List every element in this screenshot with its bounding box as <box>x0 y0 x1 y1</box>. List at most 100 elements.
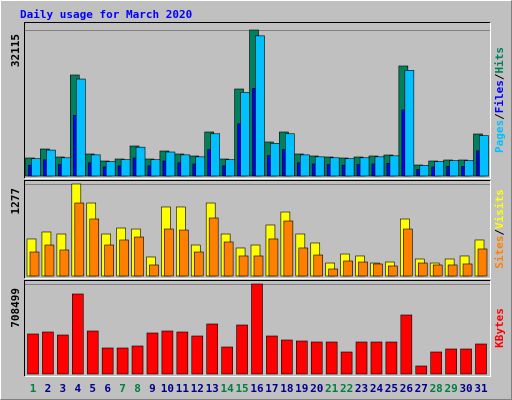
bar <box>44 244 55 277</box>
x-tick-label: 1 <box>30 382 37 395</box>
bar <box>206 323 218 375</box>
bar <box>462 263 473 277</box>
x-tick-label: 23 <box>355 382 368 395</box>
x-tick-label: 30 <box>459 382 472 395</box>
x-tick-label: 9 <box>149 382 156 395</box>
x-tick-label: 15 <box>235 382 248 395</box>
panel-edge-light <box>24 180 491 279</box>
bar <box>358 261 368 277</box>
bar <box>221 346 233 375</box>
bar <box>283 220 294 277</box>
x-tick-label: 18 <box>280 382 293 395</box>
bar <box>86 330 99 375</box>
x-tick-label: 8 <box>134 382 141 395</box>
bar <box>161 330 174 375</box>
bar <box>135 146 146 177</box>
x-tick-label: 11 <box>176 382 190 395</box>
legend-separator: / <box>493 229 506 236</box>
x-tick-label: 25 <box>385 382 398 395</box>
bar <box>430 351 443 375</box>
bar <box>389 155 400 177</box>
x-tick-label: 22 <box>340 382 353 395</box>
bar <box>385 341 398 375</box>
bar <box>404 70 415 177</box>
bar <box>253 255 264 277</box>
bar <box>131 345 144 375</box>
x-tick-label: 26 <box>400 382 414 395</box>
legend-entry: Sites <box>493 236 506 269</box>
bar <box>419 165 430 177</box>
bar <box>343 260 353 277</box>
bar <box>460 348 472 375</box>
bar <box>76 78 86 177</box>
legend-entry: Files <box>493 80 506 113</box>
bar <box>31 158 41 177</box>
bar <box>403 228 413 277</box>
bar <box>432 264 443 277</box>
y-tick-label: 32115 <box>9 34 22 67</box>
bar <box>225 159 235 177</box>
bar <box>270 143 280 177</box>
x-tick-label: 7 <box>119 382 126 395</box>
bar <box>104 244 114 277</box>
bar <box>59 249 70 277</box>
legend-entry: Pages <box>493 120 506 153</box>
bar <box>359 157 370 177</box>
y-tick-label: 708499 <box>9 288 22 328</box>
bar <box>415 365 428 375</box>
bar <box>434 161 445 177</box>
legend-separator: / <box>493 113 506 120</box>
x-tick-label: 20 <box>310 382 323 395</box>
bar <box>61 157 71 177</box>
bar <box>285 133 295 177</box>
bar <box>176 331 189 375</box>
bar <box>165 151 176 177</box>
x-tick-label: 16 <box>250 382 264 395</box>
bar <box>464 160 474 177</box>
legend-entry: KBytes <box>493 308 506 348</box>
bar <box>417 262 428 277</box>
bar <box>255 35 265 177</box>
bar <box>340 351 353 375</box>
bar <box>119 239 129 277</box>
x-tick-label: 17 <box>265 382 278 395</box>
bar <box>72 293 84 375</box>
x-tick-label: 28 <box>430 382 443 395</box>
bar <box>325 341 338 375</box>
bar <box>42 331 54 375</box>
bar <box>310 341 323 375</box>
bar <box>475 343 487 375</box>
bar <box>134 236 144 277</box>
bar <box>479 135 489 177</box>
bar <box>193 251 204 277</box>
bar <box>344 158 355 177</box>
bar <box>266 335 278 375</box>
legend: Sites/Visits <box>493 189 506 269</box>
bar <box>374 156 385 177</box>
bar <box>27 333 39 375</box>
bar <box>208 217 219 277</box>
x-tick-label: 4 <box>74 382 81 395</box>
y-tick-label: 1277 <box>9 188 22 215</box>
x-tick-label: 13 <box>206 382 219 395</box>
legend-entry: Hits <box>493 47 506 74</box>
bar <box>90 154 101 177</box>
legend: Pages/Files/Hits <box>493 47 506 153</box>
bar <box>388 265 398 277</box>
bar <box>268 238 279 277</box>
bar <box>101 347 114 375</box>
bar <box>314 156 325 177</box>
x-tick-label: 24 <box>370 382 384 395</box>
bar <box>295 340 308 375</box>
bar <box>298 247 309 277</box>
panel-edge-light <box>24 22 491 179</box>
bar <box>281 339 293 375</box>
x-tick-label: 21 <box>325 382 339 395</box>
x-tick-label: 3 <box>60 382 67 395</box>
bar <box>29 251 40 277</box>
x-tick-label: 6 <box>104 382 111 395</box>
bar <box>445 348 457 375</box>
bar <box>355 341 368 375</box>
bar <box>400 314 413 375</box>
